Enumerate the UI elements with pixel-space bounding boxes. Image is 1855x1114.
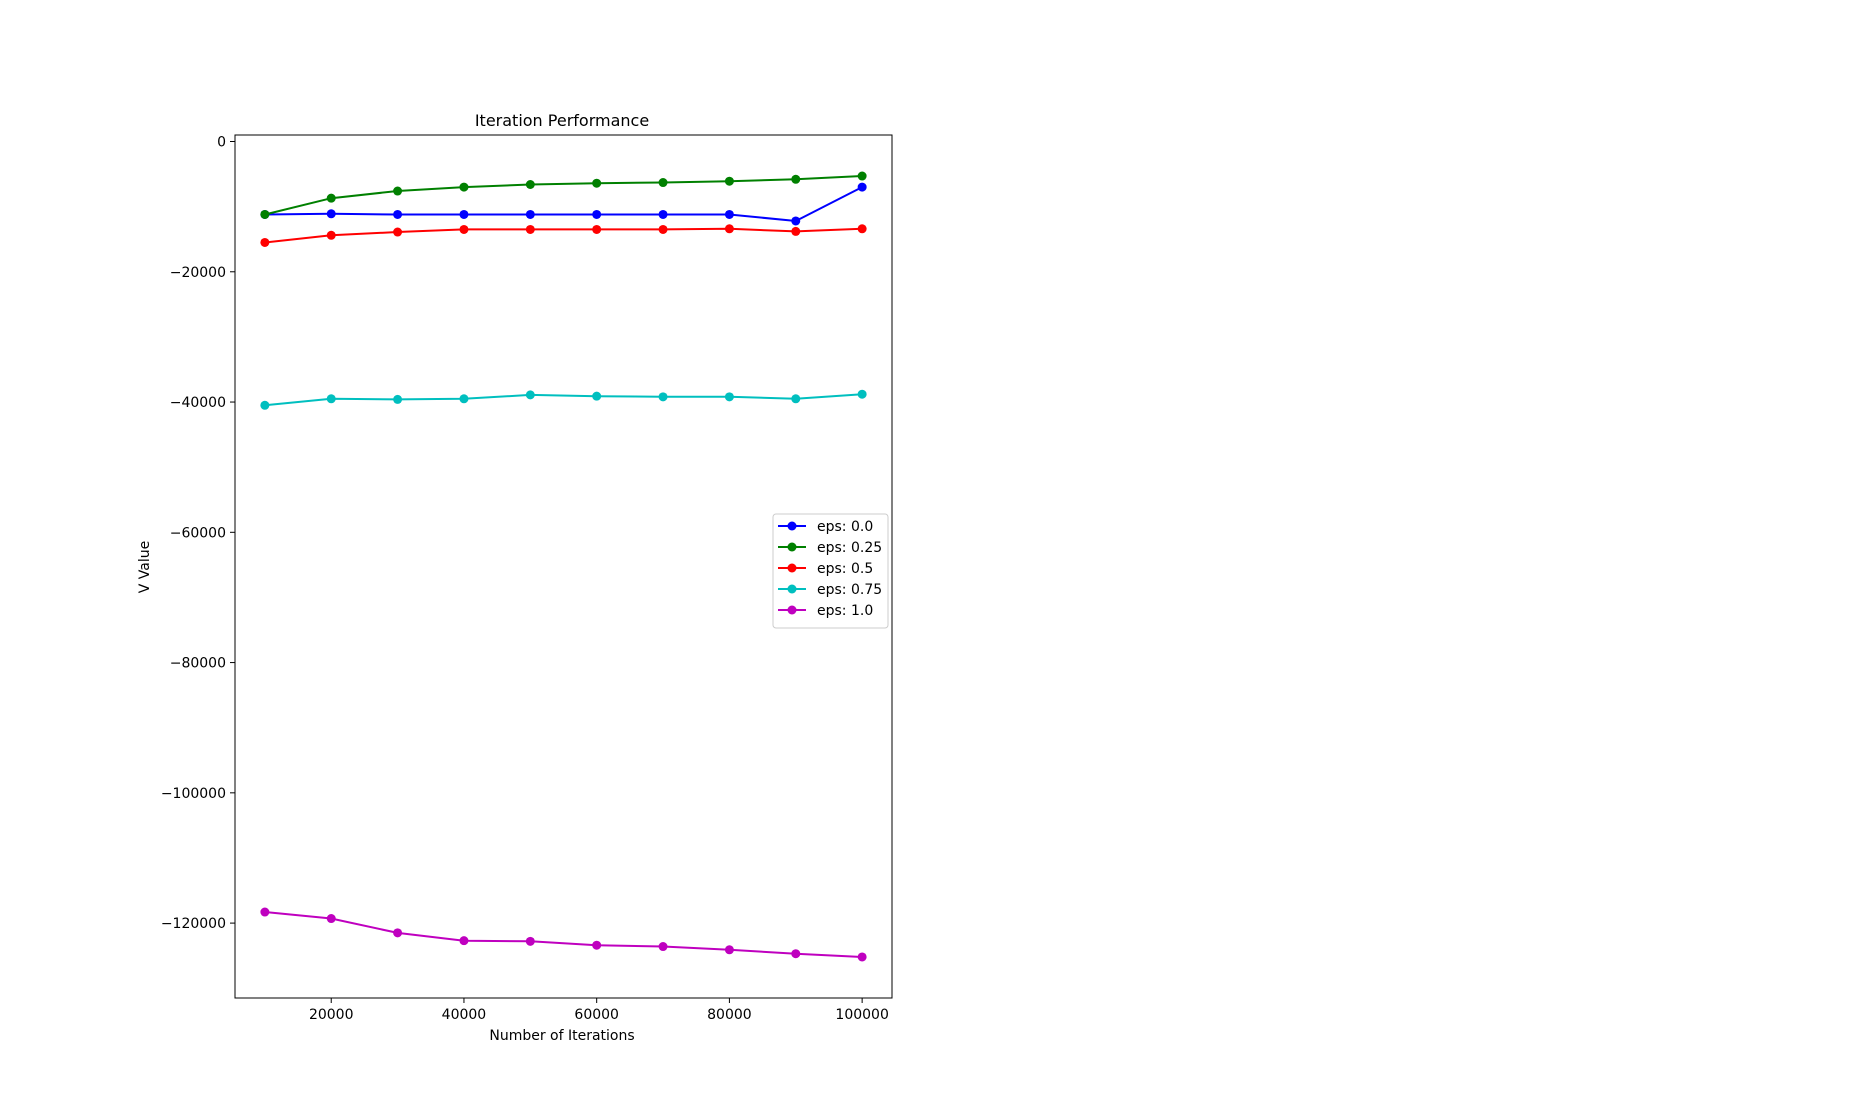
x-tick-label: 60000: [574, 1007, 619, 1023]
x-tick-label: 80000: [707, 1007, 752, 1023]
data-point: [791, 226, 801, 236]
y-tick-label: 0: [217, 135, 226, 151]
data-point: [326, 914, 336, 924]
y-axis-label: V Value: [137, 541, 153, 593]
data-point: [791, 216, 801, 226]
data-point: [592, 209, 602, 219]
series-0: [260, 182, 867, 226]
chart-title: Iteration Performance: [475, 111, 649, 130]
data-point: [260, 400, 270, 410]
data-point: [857, 952, 867, 962]
data-point: [857, 182, 867, 192]
data-point: [658, 942, 668, 952]
data-point: [459, 209, 469, 219]
data-point: [658, 178, 668, 188]
data-point: [393, 186, 403, 196]
data-point: [791, 174, 801, 184]
x-tick-label: 20000: [309, 1007, 354, 1023]
axis-ticks: 20000 40000 60000 80000 100000 0 −20000 −40000 −…: [161, 135, 889, 1023]
legend-label: eps: 0.0: [817, 519, 873, 535]
series-line: [264, 227, 863, 244]
data-point: [658, 392, 668, 402]
data-point: [857, 389, 867, 399]
legend-swatch-marker: [787, 542, 797, 552]
data-point: [658, 209, 668, 219]
data-point: [459, 182, 469, 192]
data-point: [525, 209, 535, 219]
data-point: [724, 945, 734, 955]
data-point: [592, 178, 602, 188]
data-point: [260, 209, 270, 219]
axes-frame: [234, 134, 893, 999]
y-tick-label: −100000: [161, 786, 226, 802]
legend-label: eps: 1.0: [817, 603, 873, 619]
y-tick-label: −60000: [170, 525, 226, 541]
x-tick-label: 40000: [442, 1007, 487, 1023]
legend-swatch-marker: [787, 521, 797, 531]
data-point: [393, 928, 403, 938]
legend-swatch-marker: [787, 584, 797, 594]
x-axis-label: Number of Iterations: [489, 1028, 634, 1044]
legend-item: eps: 0.5: [778, 561, 873, 577]
data-point: [393, 227, 403, 237]
data-point: [592, 224, 602, 234]
legend-swatch-marker: [787, 605, 797, 615]
data-point: [260, 237, 270, 247]
legend-label: eps: 0.75: [817, 582, 882, 598]
series-2: [260, 224, 867, 247]
data-point: [525, 180, 535, 190]
data-point: [592, 940, 602, 950]
data-point: [857, 224, 867, 234]
data-point: [724, 392, 734, 402]
series-line: [264, 393, 863, 407]
data-point: [459, 936, 469, 946]
legend-label: eps: 0.5: [817, 561, 873, 577]
legend-swatch-marker: [787, 563, 797, 573]
legend-item: eps: 0.75: [778, 582, 882, 598]
y-tick-label: −20000: [170, 265, 226, 281]
data-point: [393, 209, 403, 219]
y-tick-label: −40000: [170, 395, 226, 411]
y-tick-label: −80000: [170, 656, 226, 672]
data-point: [592, 391, 602, 401]
series-3: [260, 389, 867, 410]
data-point: [525, 390, 535, 400]
data-point: [724, 176, 734, 186]
data-point: [326, 394, 336, 404]
data-point: [724, 224, 734, 234]
data-point: [791, 949, 801, 959]
plot-area: [260, 171, 867, 962]
series-line: [264, 175, 863, 216]
data-point: [393, 394, 403, 404]
series-line: [264, 186, 863, 223]
legend-item: eps: 0.25: [778, 540, 882, 556]
y-tick-label: −120000: [161, 916, 226, 932]
data-point: [326, 209, 336, 219]
series-line: [264, 911, 863, 958]
data-point: [857, 171, 867, 181]
data-point: [791, 394, 801, 404]
legend: eps: 0.0 eps: 0.25 eps: 0.5 eps: 0.75 eps: 1…: [772, 513, 889, 629]
x-tick-label: 100000: [835, 1007, 888, 1023]
series-1: [260, 171, 867, 219]
data-point: [525, 936, 535, 946]
data-point: [658, 224, 668, 234]
data-point: [525, 224, 535, 234]
data-point: [260, 907, 270, 917]
legend-item: eps: 0.0: [778, 519, 873, 535]
series-4: [260, 907, 867, 962]
legend-item: eps: 1.0: [778, 603, 873, 619]
data-point: [459, 224, 469, 234]
data-point: [459, 394, 469, 404]
data-point: [326, 230, 336, 240]
data-point: [724, 209, 734, 219]
data-point: [326, 193, 336, 203]
legend-label: eps: 0.25: [817, 540, 882, 556]
legend-box: [772, 513, 889, 629]
